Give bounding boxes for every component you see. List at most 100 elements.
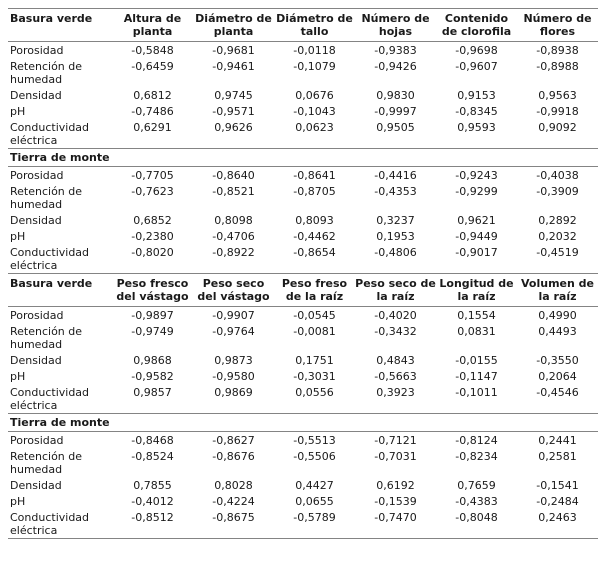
- value-cell: -0,9582: [131, 370, 174, 383]
- value-cell: -0,9607: [455, 60, 498, 73]
- row-label: pH: [10, 495, 26, 508]
- value-cell: -0,9997: [374, 105, 417, 118]
- row-label: Densidad: [10, 89, 62, 102]
- value-cell: -0,8676: [212, 450, 255, 463]
- row-label: Conductividad eléctrica: [10, 121, 90, 147]
- value-cell: 0,9153: [457, 89, 496, 102]
- row-label: pH: [10, 230, 26, 243]
- value-cell: 0,9505: [376, 121, 415, 134]
- table-row: Retención de humedad -0,7623 -0,8521 -0,870…: [8, 183, 598, 212]
- column-header: Número de hojas: [355, 8, 436, 42]
- table-row: pH -0,7486 -0,9571 -0,1043 -0,9997 -0,8345 -0,…: [8, 103, 598, 119]
- row-label: Densidad: [10, 479, 62, 492]
- value-cell: -0,9897: [131, 309, 174, 322]
- row-label: pH: [10, 370, 26, 383]
- value-cell: 0,0556: [295, 386, 334, 399]
- value-cell: -0,4706: [212, 230, 255, 243]
- column-header: Peso seco de la raíz: [355, 273, 436, 307]
- value-cell: 0,9745: [214, 89, 253, 102]
- column-header: Peso seco del vástago: [193, 273, 274, 307]
- column-header: Volumen de la raíz: [517, 273, 598, 307]
- value-cell: -0,8627: [212, 434, 255, 447]
- value-cell: -0,8705: [293, 185, 336, 198]
- value-cell: -0,4012: [131, 495, 174, 508]
- table-row: Densidad 0,9868 0,9873 0,1751 0,4843 -0,0155 -…: [8, 352, 598, 368]
- value-cell: -0,0155: [455, 354, 498, 367]
- value-cell: -0,2484: [536, 495, 579, 508]
- value-cell: -0,8345: [455, 105, 498, 118]
- value-cell: -0,9580: [212, 370, 255, 383]
- table-row: Retención de humedad -0,6459 -0,9461 -0,107…: [8, 58, 598, 87]
- value-cell: 0,4427: [295, 479, 334, 492]
- value-cell: 0,4493: [538, 325, 577, 338]
- value-cell: -0,3550: [536, 354, 579, 367]
- column-header: Longitud de la raíz: [436, 273, 517, 307]
- value-cell: -0,3432: [374, 325, 417, 338]
- section-band-row: Tierra de monte: [8, 413, 598, 432]
- row-label: Densidad: [10, 354, 62, 367]
- value-cell: 0,3237: [376, 214, 415, 227]
- value-cell: -0,9449: [455, 230, 498, 243]
- value-cell: -0,1011: [455, 386, 498, 399]
- value-cell: -0,8675: [212, 511, 255, 524]
- value-cell: -0,4416: [374, 169, 417, 182]
- value-cell: -0,9243: [455, 169, 498, 182]
- value-cell: -0,4519: [536, 246, 579, 259]
- row-label: Porosidad: [10, 309, 64, 322]
- column-header: Diámetro de tallo: [274, 8, 355, 42]
- value-cell: -0,9017: [455, 246, 498, 259]
- value-cell: -0,7031: [374, 450, 417, 463]
- value-cell: 0,8028: [214, 479, 253, 492]
- column-header: Altura de planta: [112, 8, 193, 42]
- table-row: Porosidad -0,7705 -0,8640 -0,8641 -0,4416 -0,…: [8, 167, 598, 184]
- value-cell: -0,8048: [455, 511, 498, 524]
- value-cell: 0,2032: [538, 230, 577, 243]
- table-row: Retención de humedad -0,9749 -0,9764 -0,008…: [8, 323, 598, 352]
- value-cell: -0,8234: [455, 450, 498, 463]
- row-label: pH: [10, 105, 26, 118]
- section-band-title: Tierra de monte: [8, 148, 598, 167]
- value-cell: -0,4383: [455, 495, 498, 508]
- value-cell: -0,7486: [131, 105, 174, 118]
- row-label: Conductividad eléctrica: [10, 386, 90, 412]
- table-row: Porosidad -0,8468 -0,8627 -0,5513 -0,7121 -0,…: [8, 432, 598, 449]
- correlation-table: Basura verde Altura de planta Diámetro de …: [8, 8, 598, 539]
- table-row: Retención de humedad -0,8524 -0,8676 -0,550…: [8, 448, 598, 477]
- correlation-table-body: Basura verde Altura de planta Diámetro de …: [8, 8, 598, 539]
- row-label: Retención de humedad: [10, 185, 83, 211]
- row-label: Densidad: [10, 214, 62, 227]
- value-cell: 0,0831: [457, 325, 496, 338]
- value-cell: 0,4990: [538, 309, 577, 322]
- table-row: Porosidad -0,5848 -0,9681 -0,0118 -0,9383 -0,…: [8, 42, 598, 59]
- value-cell: -0,1541: [536, 479, 579, 492]
- value-cell: 0,1953: [376, 230, 415, 243]
- value-cell: -0,4038: [536, 169, 579, 182]
- value-cell: -0,5848: [131, 44, 174, 57]
- value-cell: 0,7659: [457, 479, 496, 492]
- table-row: Conductividad eléctrica 0,6291 0,9626 0,062…: [8, 119, 598, 149]
- row-label: Porosidad: [10, 44, 64, 57]
- value-cell: 0,9593: [457, 121, 496, 134]
- value-cell: -0,1147: [455, 370, 498, 383]
- table-row: Conductividad eléctrica -0,8512 -0,8675 -0,…: [8, 509, 598, 539]
- value-cell: 0,1751: [295, 354, 334, 367]
- table-row: Densidad 0,7855 0,8028 0,4427 0,6192 0,7659 -0…: [8, 477, 598, 493]
- value-cell: 0,2441: [538, 434, 577, 447]
- value-cell: 0,2064: [538, 370, 577, 383]
- value-cell: 0,0623: [295, 121, 334, 134]
- value-cell: 0,9869: [214, 386, 253, 399]
- value-cell: -0,4224: [212, 495, 255, 508]
- value-cell: 0,9621: [457, 214, 496, 227]
- value-cell: 0,2463: [538, 511, 577, 524]
- value-cell: -0,7121: [374, 434, 417, 447]
- value-cell: 0,9092: [538, 121, 577, 134]
- value-cell: 0,7855: [133, 479, 172, 492]
- value-cell: -0,4806: [374, 246, 417, 259]
- value-cell: 0,9873: [214, 354, 253, 367]
- value-cell: 0,0655: [295, 495, 334, 508]
- column-header: Contenido de clorofila: [436, 8, 517, 42]
- value-cell: 0,6291: [133, 121, 172, 134]
- column-header: Peso freso de la raíz: [274, 273, 355, 307]
- value-cell: -0,8124: [455, 434, 498, 447]
- value-cell: 0,3923: [376, 386, 415, 399]
